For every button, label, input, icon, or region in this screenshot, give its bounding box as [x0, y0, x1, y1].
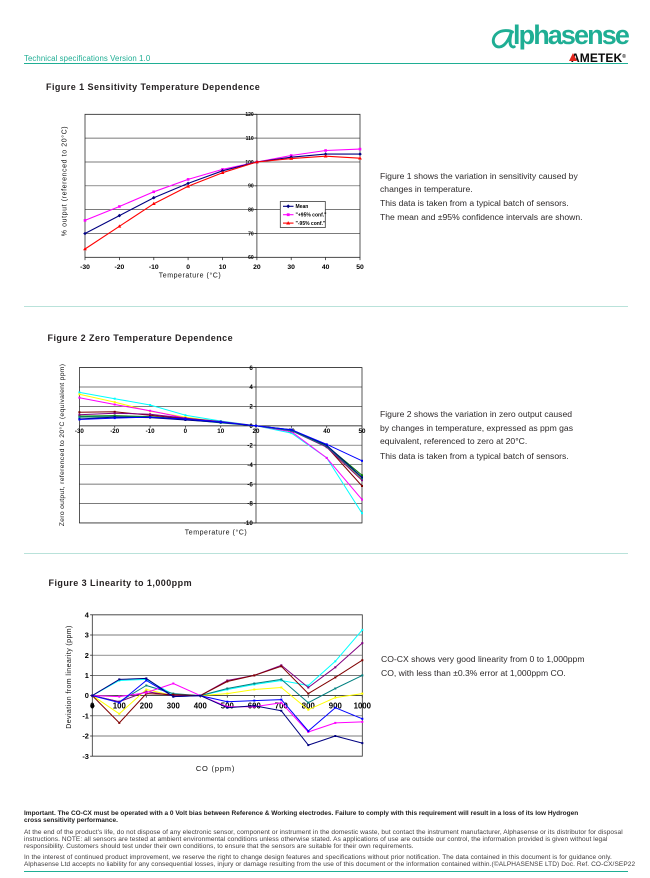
svg-text:50: 50 [359, 428, 366, 435]
svg-text:2: 2 [249, 404, 253, 411]
svg-text:4: 4 [249, 384, 253, 391]
svg-text:80: 80 [248, 207, 254, 213]
svg-text:6: 6 [249, 365, 253, 372]
svg-text:-30: -30 [80, 264, 90, 271]
svg-text:-20: -20 [114, 264, 124, 271]
svg-text:60: 60 [248, 255, 254, 261]
svg-text:10: 10 [219, 264, 227, 271]
svg-text:-10: -10 [146, 428, 156, 435]
svg-text:20: 20 [253, 428, 260, 435]
svg-text:40: 40 [323, 428, 330, 435]
svg-text:Zero output, referenced to 20°: Zero output, referenced to 20°C (equival… [58, 364, 66, 527]
svg-text:CO (ppm): CO (ppm) [196, 764, 235, 773]
svg-text:2: 2 [85, 651, 89, 660]
svg-text:30: 30 [287, 264, 295, 271]
svg-text:10: 10 [217, 428, 224, 435]
svg-text:-20: -20 [110, 428, 120, 435]
svg-text:40: 40 [322, 264, 330, 271]
svg-text:-10: -10 [244, 520, 254, 527]
svg-text:300: 300 [167, 702, 181, 711]
svg-text:120: 120 [245, 112, 254, 118]
svg-text:1000: 1000 [354, 702, 372, 711]
svg-text:Temperature (°C): Temperature (°C) [185, 529, 248, 537]
svg-text:-4: -4 [247, 462, 253, 469]
svg-text:700: 700 [275, 702, 289, 711]
svg-text:400: 400 [194, 702, 208, 711]
svg-text:90: 90 [248, 184, 254, 190]
svg-text:4: 4 [85, 610, 90, 619]
svg-text:-10: -10 [149, 264, 159, 271]
svg-text:-2: -2 [247, 442, 253, 449]
svg-text:70: 70 [248, 231, 254, 237]
svg-text:1: 1 [85, 671, 89, 680]
svg-text:"+95% conf.": "+95% conf." [296, 213, 328, 219]
svg-text:100: 100 [113, 702, 127, 711]
svg-text:-8: -8 [247, 501, 253, 508]
svg-text:-2: -2 [82, 732, 89, 741]
svg-text:-1: -1 [82, 711, 89, 720]
svg-text:50: 50 [356, 264, 364, 271]
svg-text:Deviation from linearity (ppm): Deviation from linearity (ppm) [66, 625, 73, 728]
svg-text:-6: -6 [247, 481, 253, 488]
svg-text:Mean: Mean [296, 204, 309, 210]
svg-text:% output (referenced to 20°C): % output (referenced to 20°C) [61, 126, 69, 236]
svg-text:100: 100 [245, 160, 254, 166]
svg-text:0: 0 [184, 428, 188, 435]
svg-text:110: 110 [246, 136, 254, 142]
svg-text:20: 20 [253, 264, 261, 271]
svg-text:0: 0 [85, 691, 89, 700]
svg-text:800: 800 [302, 702, 316, 711]
svg-text:900: 900 [329, 702, 343, 711]
svg-text:0: 0 [186, 264, 190, 271]
svg-text:-30: -30 [75, 428, 85, 435]
svg-text:Temperature (°C): Temperature (°C) [159, 272, 222, 280]
svg-text:0: 0 [249, 423, 253, 430]
svg-text:"-95% conf.": "-95% conf." [296, 221, 326, 227]
svg-text:3: 3 [85, 631, 89, 640]
svg-text:200: 200 [140, 702, 154, 711]
svg-text:-3: -3 [82, 752, 89, 761]
